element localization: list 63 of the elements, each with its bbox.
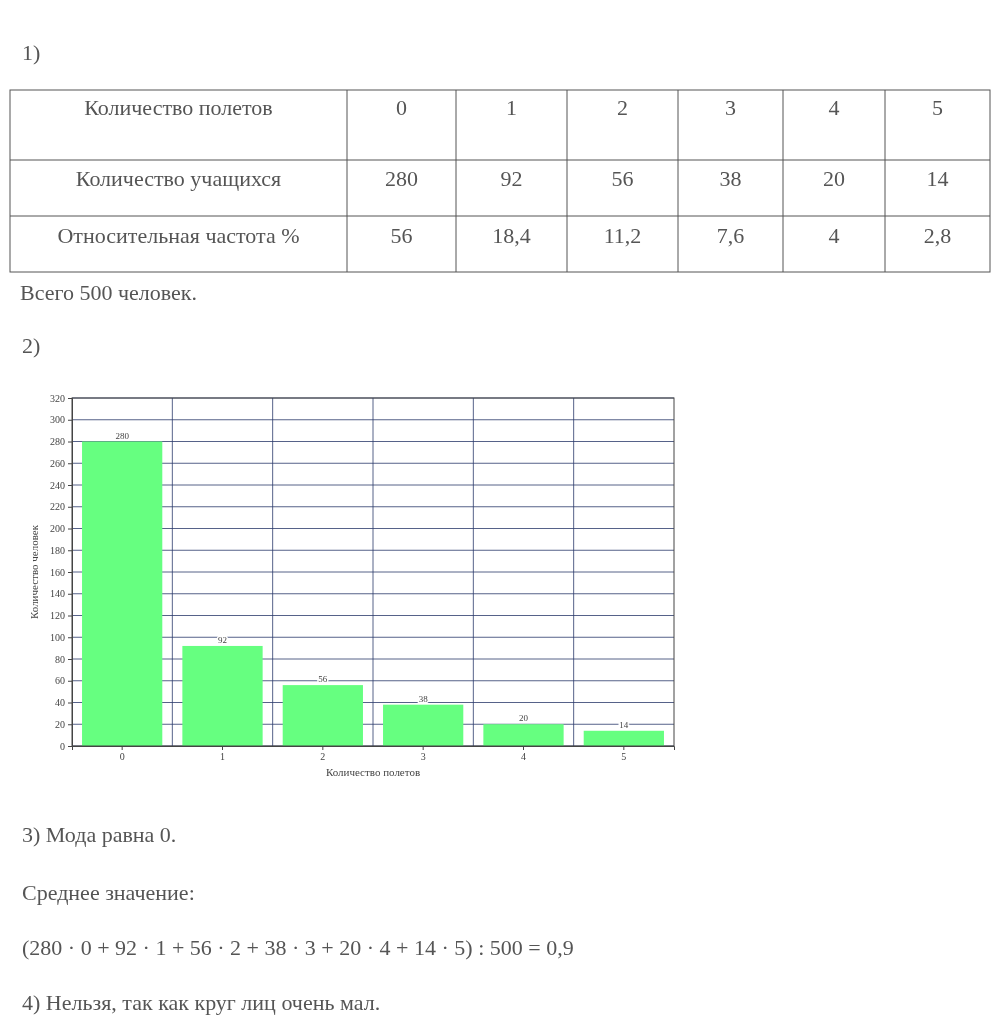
text: Количество полетов xyxy=(84,95,273,120)
y-tick-label: 260 xyxy=(50,457,65,469)
y-tick-label: 200 xyxy=(50,523,65,535)
text: 56 xyxy=(390,223,413,248)
text: 18,4 xyxy=(492,223,531,248)
text: 7,6 xyxy=(716,223,745,248)
y-axis-title: Количество человек xyxy=(28,524,40,620)
x-tick-label: 1 xyxy=(220,751,225,763)
text: Всего 500 человек. xyxy=(20,280,197,305)
y-tick-label: 0 xyxy=(60,740,65,752)
text: 280 xyxy=(385,166,418,191)
text: 20 xyxy=(823,166,845,191)
text: (280 · 0 + 92 · 1 + 56 · 2 + 38 · 3 + 20 · 4 + 14 · 5) : 500 = 0,9 xyxy=(22,935,574,960)
x-axis-title: Количество полетов xyxy=(325,766,421,778)
bar xyxy=(282,685,363,746)
text: 1) xyxy=(22,40,41,65)
y-tick-label: 280 xyxy=(50,436,65,448)
y-tick-label: 160 xyxy=(50,566,65,578)
y-tick-label: 140 xyxy=(50,588,65,600)
y-tick-label: 20 xyxy=(55,718,65,730)
x-tick-label: 3 xyxy=(420,751,426,763)
text: 1 xyxy=(506,95,517,120)
y-tick-label: 320 xyxy=(50,392,65,404)
text: 2 xyxy=(617,95,628,120)
bar xyxy=(483,724,564,746)
bar xyxy=(583,730,664,746)
text: Относительная частота % xyxy=(57,223,300,248)
bar xyxy=(82,441,163,746)
text: 3 xyxy=(725,95,736,120)
text: 2,8 xyxy=(923,223,952,248)
data-label: 92 xyxy=(218,634,227,645)
y-tick-label: 300 xyxy=(50,414,65,426)
y-tick-label: 40 xyxy=(55,697,65,709)
y-tick-label: 80 xyxy=(55,653,65,665)
text: 0 xyxy=(396,95,407,120)
text: 38 xyxy=(719,166,742,191)
y-tick-label: 180 xyxy=(50,544,65,556)
data-label: 280 xyxy=(115,430,130,441)
text: 3) Мода равна 0. xyxy=(22,822,177,847)
text: 56 xyxy=(611,166,634,191)
y-tick-label: 100 xyxy=(50,631,65,643)
text: 14 xyxy=(926,166,949,191)
y-tick-label: 240 xyxy=(50,479,65,491)
text: 2) xyxy=(22,333,41,358)
text: 4 xyxy=(828,95,840,120)
y-tick-label: 220 xyxy=(50,501,65,513)
text: 4) Нельзя, так как круг лиц очень мал. xyxy=(22,990,381,1015)
data-label: 38 xyxy=(418,693,429,704)
text: Среднее значение: xyxy=(22,880,195,905)
text: 5 xyxy=(932,95,943,120)
y-tick-label: 60 xyxy=(55,675,65,687)
text: Количество учащихся xyxy=(75,166,282,191)
x-tick-label: 5 xyxy=(621,751,627,763)
data-label: 20 xyxy=(519,713,529,724)
y-tick-label: 120 xyxy=(50,610,65,622)
x-tick-label: 0 xyxy=(119,751,125,763)
x-tick-label: 4 xyxy=(521,751,526,763)
bar xyxy=(182,645,263,746)
bar xyxy=(383,704,464,746)
text: 11,2 xyxy=(603,223,642,248)
text: 4 xyxy=(828,223,840,248)
text: 92 xyxy=(500,166,523,191)
x-tick-label: 2 xyxy=(320,751,326,763)
